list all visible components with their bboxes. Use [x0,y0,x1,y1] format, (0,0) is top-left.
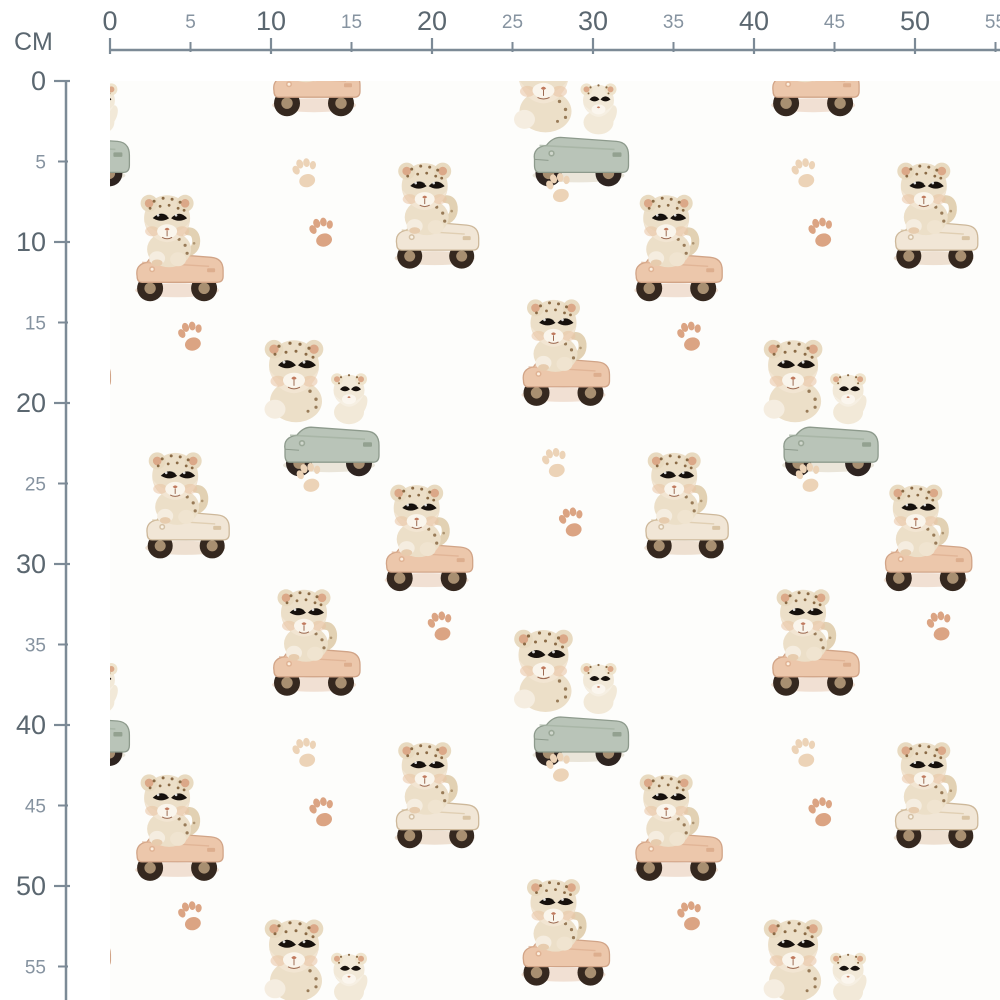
svg-text:15: 15 [341,12,362,33]
svg-text:25: 25 [25,475,46,496]
svg-text:35: 35 [663,12,684,33]
svg-text:5: 5 [35,153,46,174]
svg-text:50: 50 [16,871,46,901]
svg-text:0: 0 [31,66,46,96]
svg-text:35: 35 [25,636,46,657]
svg-text:20: 20 [417,6,447,36]
svg-text:10: 10 [16,227,46,257]
svg-text:40: 40 [739,6,769,36]
svg-text:25: 25 [502,12,523,33]
svg-text:55: 55 [985,12,1000,33]
svg-text:5: 5 [185,12,196,33]
svg-text:45: 45 [824,12,845,33]
svg-text:50: 50 [900,6,930,36]
svg-text:55: 55 [25,958,46,979]
svg-text:45: 45 [25,797,46,818]
svg-text:15: 15 [25,314,46,335]
svg-text:40: 40 [16,710,46,740]
svg-text:10: 10 [256,6,286,36]
svg-text:30: 30 [578,6,608,36]
svg-text:20: 20 [16,388,46,418]
svg-text:30: 30 [16,549,46,579]
